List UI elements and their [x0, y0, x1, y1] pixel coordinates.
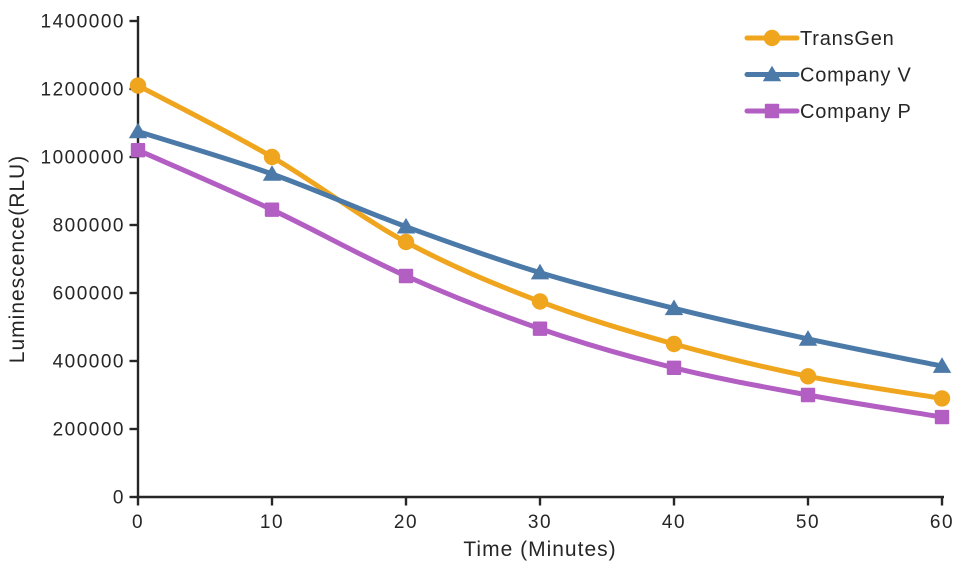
legend-label: TransGen [800, 28, 895, 50]
series-marker-company-p [934, 409, 950, 425]
series-marker-company-v [262, 165, 282, 181]
series-marker-transgen [263, 148, 281, 166]
series-line-transgen [135, 83, 945, 401]
series-marker-transgen [933, 390, 951, 407]
series-marker-company-p [666, 360, 682, 375]
x-axis-title: Time (Minutes) [463, 538, 616, 561]
series-transgen [129, 77, 951, 407]
series-marker-company-v [932, 357, 952, 373]
legend-item-transgen: TransGen [744, 28, 895, 50]
series-marker-company-v [128, 122, 148, 139]
y-axis-tick-label: 0 [113, 488, 125, 509]
legend-marker-company-v [762, 65, 782, 82]
series-marker-transgen [665, 335, 683, 353]
series-marker-transgen [129, 77, 147, 94]
series-marker-company-v [396, 217, 416, 234]
y-axis-tick-label: 400000 [53, 352, 125, 373]
legend-label: Company V [800, 65, 912, 87]
legend-item-company-p: Company P [744, 101, 912, 123]
series-marker-company-v [664, 299, 684, 316]
series-marker-transgen [799, 368, 817, 385]
legend-label: Company P [800, 101, 912, 123]
y-axis-tick-label: 600000 [53, 284, 125, 305]
series-marker-company-p [264, 202, 280, 217]
series-company-p [130, 143, 950, 425]
x-axis-tick-label: 20 [394, 512, 418, 533]
series-company-v [128, 122, 952, 373]
legend-item-company-v: Company V [744, 65, 912, 87]
x-axis-tick-label: 30 [528, 512, 552, 533]
series-marker-transgen [397, 233, 415, 251]
series-layer [128, 77, 952, 425]
series-marker-company-v [530, 263, 550, 280]
x-axis-tick-label: 50 [796, 512, 820, 533]
series-marker-company-p [800, 387, 816, 403]
x-axis-tick-label: 10 [260, 512, 284, 533]
x-axis-tick-label: 40 [662, 512, 686, 533]
y-axis-title: Luminescence(RLU) [6, 155, 29, 363]
series-marker-company-v [798, 330, 818, 346]
y-axis-tick-label: 1200000 [41, 80, 125, 101]
legend-marker-transgen [763, 29, 781, 47]
y-axis-tick-label: 1400000 [41, 12, 125, 33]
series-marker-company-p [130, 143, 146, 158]
series-marker-company-p [398, 268, 414, 284]
legend-marker-company-p [764, 103, 780, 119]
y-axis-tick-label: 800000 [53, 216, 125, 237]
legend: TransGen Company V Company P [744, 28, 912, 123]
axes-layer: 0 200000 400000 600000 800000 1000000 1200000 1… [41, 12, 954, 534]
y-axis-tick-label: 1000000 [41, 148, 125, 169]
series-marker-company-p [532, 321, 548, 336]
y-axis-tick-label: 200000 [53, 420, 125, 441]
x-axis-tick-label: 0 [132, 512, 144, 533]
series-marker-transgen [531, 293, 549, 310]
x-axis-tick-label: 60 [930, 512, 954, 533]
